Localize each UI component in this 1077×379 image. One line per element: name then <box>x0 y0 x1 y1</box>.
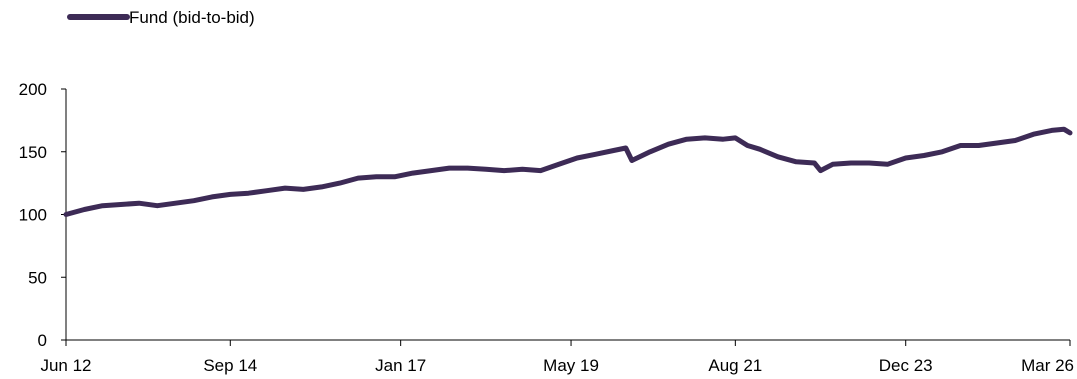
series-layer <box>63 126 1073 217</box>
y-tick-label: 100 <box>19 206 47 225</box>
x-tick-label: Mar 26 <box>1021 356 1074 375</box>
x-tick-label: Jun 12 <box>40 356 91 375</box>
x-tick-label: May 19 <box>543 356 599 375</box>
series-line-fund <box>63 126 1073 217</box>
y-tick-label: 200 <box>19 80 47 99</box>
x-tick-label: Sep 14 <box>203 356 257 375</box>
y-tick-label: 150 <box>19 143 47 162</box>
legend: Fund (bid-to-bid) <box>67 8 255 27</box>
x-tick-label: Aug 21 <box>708 356 762 375</box>
y-axis-ticks: 0 50 100 150 200 <box>19 80 66 350</box>
x-tick-label: Dec 23 <box>879 356 933 375</box>
x-tick-label: Jan 17 <box>375 356 426 375</box>
axes <box>65 89 1070 341</box>
y-tick-label: 50 <box>28 268 47 287</box>
y-tick-label: 0 <box>38 331 47 350</box>
legend-label: Fund (bid-to-bid) <box>129 8 255 27</box>
x-axis-ticks: Jun 12 Sep 14 Jan 17 May 19 Aug 21 Dec 23 Mar … <box>40 340 1074 375</box>
